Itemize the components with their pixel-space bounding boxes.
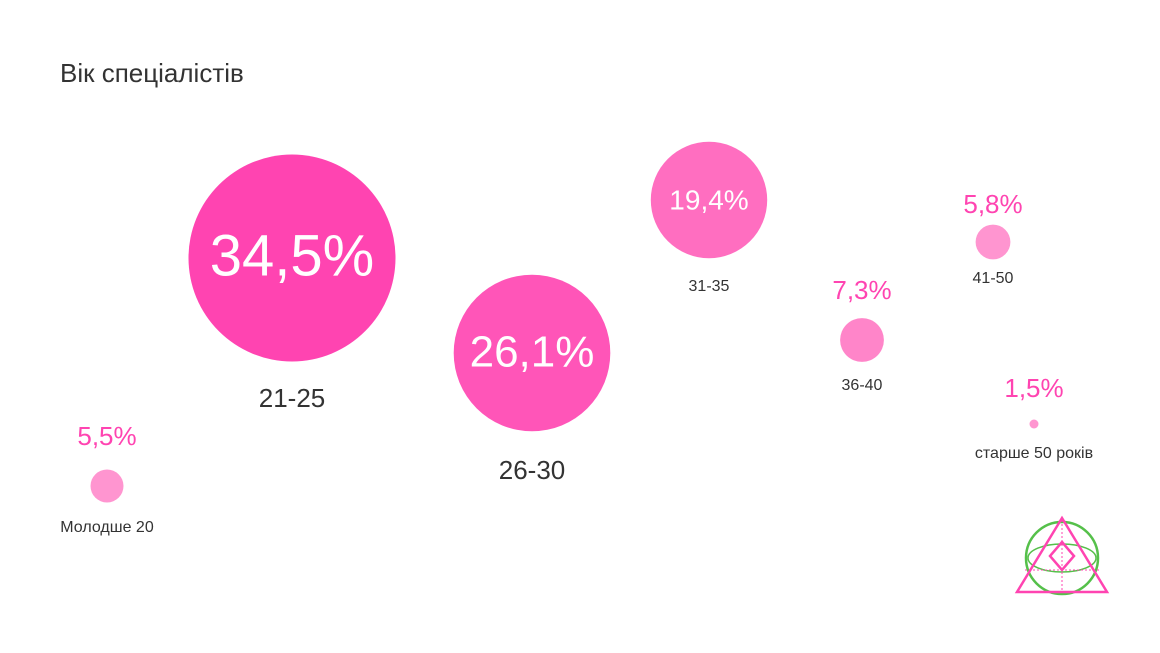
category-label: 36-40: [842, 377, 883, 394]
bubble: [1029, 419, 1039, 429]
value-label: 7,3%: [832, 275, 891, 305]
bubble: [840, 318, 884, 362]
bubble: [650, 141, 768, 259]
category-label: старше 50 років: [975, 445, 1093, 462]
category-label: Молодше 20: [60, 519, 154, 536]
bubble: [453, 274, 611, 432]
bubble: [975, 224, 1011, 260]
bubble: [90, 469, 124, 503]
value-label: 34,5%: [210, 223, 374, 288]
category-label: 31-35: [689, 278, 730, 295]
category-label: 41-50: [973, 270, 1014, 287]
value-label: 26,1%: [470, 328, 595, 377]
value-label: 1,5%: [1004, 373, 1063, 403]
value-label: 19,4%: [669, 184, 748, 215]
bubble: [188, 154, 396, 362]
value-label: 5,5%: [77, 421, 136, 451]
logo: [1014, 515, 1110, 596]
value-label: 5,8%: [963, 189, 1022, 219]
chart-title: Вік спеціалістів: [60, 58, 244, 88]
category-label: 21-25: [259, 383, 326, 413]
category-label: 26-30: [499, 455, 566, 485]
